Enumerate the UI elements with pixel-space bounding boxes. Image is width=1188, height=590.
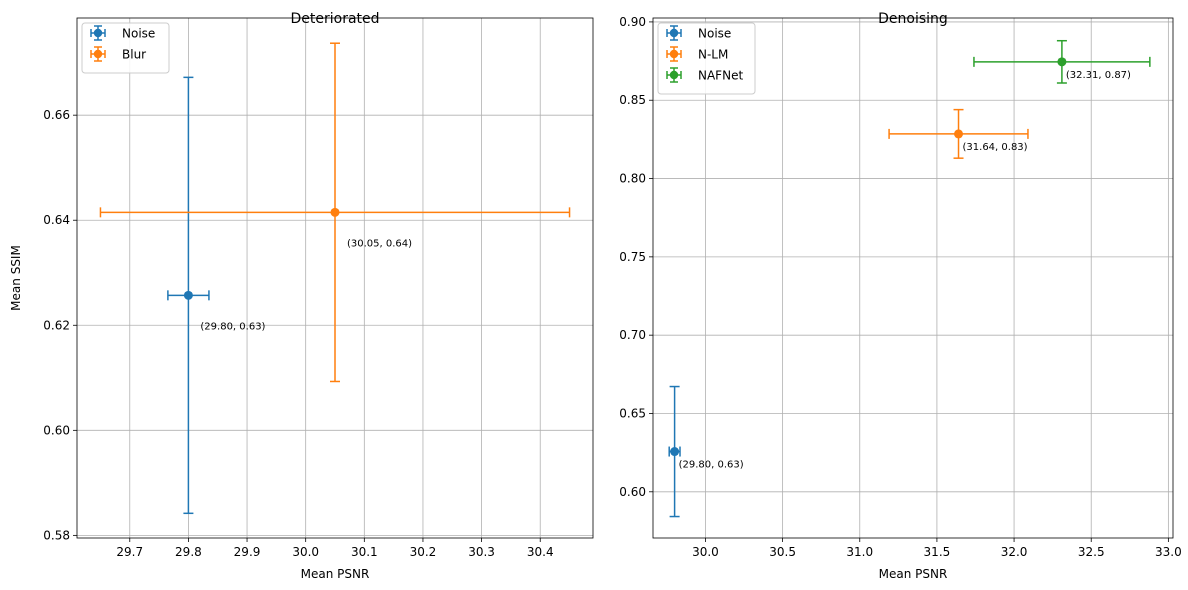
- deteriorated-y-tick-label: 0.58: [43, 528, 70, 542]
- deteriorated-x-tick-label: 29.7: [116, 545, 143, 559]
- denoising-nafnet-point: [1057, 57, 1067, 67]
- denoising-title: Denoising: [878, 11, 948, 27]
- denoising-x-tick-label: 32.0: [1001, 545, 1028, 559]
- denoising-y-tick-label: 0.75: [619, 250, 646, 264]
- deteriorated-x-tick-label: 30.0: [292, 545, 319, 559]
- deteriorated-x-axis-label: Mean PSNR: [301, 567, 370, 581]
- deteriorated-legend-noise-label: Noise: [122, 27, 155, 41]
- denoising-axes-frame: [652, 17, 1174, 539]
- denoising-legend-n-lm-label: N-LM: [698, 48, 728, 62]
- denoising-legend-nafnet-marker: [669, 70, 679, 80]
- deteriorated-y-axis-label: Mean SSIM: [9, 245, 23, 311]
- denoising-legend-noise-label: Noise: [698, 27, 731, 41]
- denoising-nafnet-annotation: (32.31, 0.87): [1066, 70, 1131, 81]
- deteriorated-x-tick-label: 29.8: [175, 545, 202, 559]
- deteriorated-y-tick-label: 0.64: [43, 213, 70, 227]
- denoising-x-tick-label: 31.5: [924, 545, 951, 559]
- deteriorated-legend-noise-marker: [93, 28, 103, 38]
- deteriorated-legend: Noise Blur: [81, 22, 170, 74]
- denoising-x-tick-label: 33.0: [1155, 545, 1182, 559]
- deteriorated-noise-annotation: (29.80, 0.63): [200, 321, 265, 332]
- denoising-x-tick-label: 30.0: [692, 545, 719, 559]
- deteriorated-y-tick-label: 0.66: [43, 108, 70, 122]
- denoising-y-tick-label: 0.70: [619, 328, 646, 342]
- deteriorated-x-tick-label: 29.9: [234, 545, 261, 559]
- denoising-x-tick-label: 30.5: [769, 545, 796, 559]
- deteriorated-legend-box: [81, 22, 170, 74]
- denoising-y-tick-label: 0.80: [619, 172, 646, 186]
- deteriorated-x-tick-label: 30.4: [527, 545, 554, 559]
- denoising-legend-box: [657, 22, 756, 95]
- deteriorated-x-tick-label: 30.2: [410, 545, 437, 559]
- deteriorated-x-tick-label: 30.1: [351, 545, 378, 559]
- denoising-x-tick-label: 32.5: [1078, 545, 1105, 559]
- denoising-plot-area: [653, 18, 1173, 538]
- deteriorated-noise-point: [183, 290, 193, 300]
- denoising-x-tick-label: 31.0: [846, 545, 873, 559]
- denoising-noise-annotation: (29.80, 0.63): [679, 460, 744, 471]
- deteriorated-title: Deteriorated: [290, 11, 379, 27]
- deteriorated-axes-frame: [76, 17, 594, 539]
- denoising-legend: Noise N-LM NAFNet: [657, 22, 756, 95]
- denoising-legend-nafnet-label: NAFNet: [698, 69, 743, 83]
- denoising-y-tick-label: 0.65: [619, 406, 646, 420]
- denoising-chart: 30.0 30.5 31.0 31.5 32.0 32.5 33.0 0.60 0.65 0.70…: [619, 11, 1181, 581]
- deteriorated-blur-annotation: (30.05, 0.64): [347, 238, 412, 249]
- deteriorated-legend-blur-marker: [93, 49, 103, 59]
- denoising-y-tick-label: 0.90: [619, 15, 646, 29]
- deteriorated-blur-point: [330, 207, 340, 217]
- deteriorated-legend-blur-label: Blur: [122, 48, 146, 62]
- denoising-noise-point: [670, 447, 680, 457]
- deteriorated-y-tick-label: 0.60: [43, 423, 70, 437]
- deteriorated-x-tick-label: 30.3: [468, 545, 495, 559]
- denoising-legend-noise-marker: [669, 28, 679, 38]
- denoising-legend-n-lm-marker: [669, 49, 679, 59]
- denoising-x-axis-label: Mean PSNR: [879, 567, 948, 581]
- denoising-y-tick-label: 0.60: [619, 485, 646, 499]
- denoising-y-tick-label: 0.85: [619, 93, 646, 107]
- deteriorated-chart: 29.7 29.8 29.9 30.0 30.1 30.2 30.3 30.4 0.58 0.60…: [9, 11, 594, 581]
- deteriorated-y-tick-label: 0.62: [43, 318, 70, 332]
- denoising-n-lm-point: [954, 129, 964, 139]
- denoising-n-lm-annotation: (31.64, 0.83): [963, 142, 1028, 153]
